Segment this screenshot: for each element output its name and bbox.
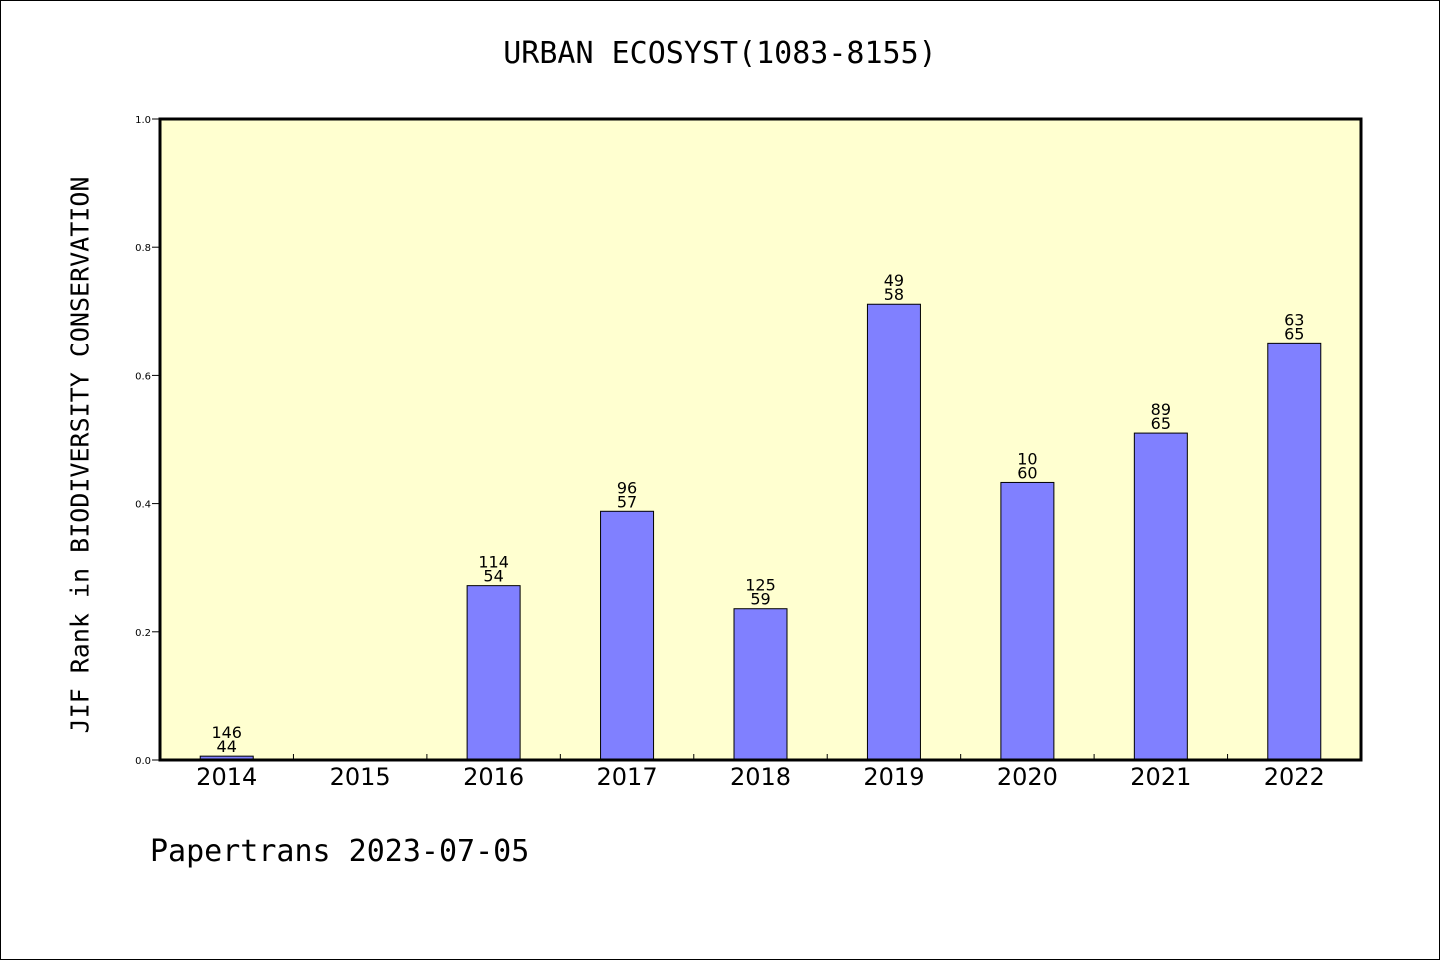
bar-label-bottom: 58 <box>884 285 904 304</box>
x-tick-label: 2021 <box>1130 763 1191 791</box>
bar <box>1133 432 1188 761</box>
x-tick-label: 2020 <box>997 763 1058 791</box>
x-tick-label: 2022 <box>1264 763 1325 791</box>
bar <box>600 510 655 761</box>
bar-label-bottom: 57 <box>617 492 637 511</box>
chart-title: URBAN ECOSYST(1083-8155) <box>503 36 937 71</box>
bar-label-top: 96 <box>617 478 637 497</box>
y-tick-label: 0.0 <box>135 756 151 767</box>
x-tick-label: 2016 <box>463 763 524 791</box>
y-tick-label: 1.0 <box>135 115 151 126</box>
x-tick-label: 2019 <box>863 763 924 791</box>
bar-label-bottom: 65 <box>1284 324 1304 343</box>
bar-label-top: 125 <box>745 576 776 595</box>
bar-label-top: 114 <box>478 553 509 572</box>
bar <box>466 585 521 761</box>
x-tick-label: 2015 <box>330 763 391 791</box>
bar-label-top: 146 <box>211 723 242 742</box>
bar <box>1267 342 1322 761</box>
bar <box>733 608 788 761</box>
bar <box>866 303 921 761</box>
y-tick-label: 0.8 <box>135 243 151 254</box>
x-tick-label: 2018 <box>730 763 791 791</box>
bar-label-bottom: 60 <box>1017 463 1037 482</box>
y-tick-label: 0.2 <box>135 628 151 639</box>
bar-label-top: 89 <box>1151 400 1171 419</box>
y-tick-label: 0.4 <box>135 500 151 511</box>
footer-text: Papertrans 2023-07-05 <box>150 834 530 869</box>
bar-label-bottom: 44 <box>217 737 237 756</box>
x-tick-label: 2017 <box>597 763 658 791</box>
bar-label-bottom: 59 <box>750 590 770 609</box>
y-tick-label: 0.6 <box>135 371 151 382</box>
bar-label-top: 10 <box>1017 449 1037 468</box>
bar <box>1000 481 1055 761</box>
bar-label-top: 49 <box>884 271 904 290</box>
bar-label-bottom: 54 <box>483 567 503 586</box>
plot-border <box>158 117 1363 762</box>
bar-label-top: 63 <box>1284 310 1304 329</box>
x-tick-label: 2014 <box>196 763 257 791</box>
bar-label-bottom: 65 <box>1151 414 1171 433</box>
